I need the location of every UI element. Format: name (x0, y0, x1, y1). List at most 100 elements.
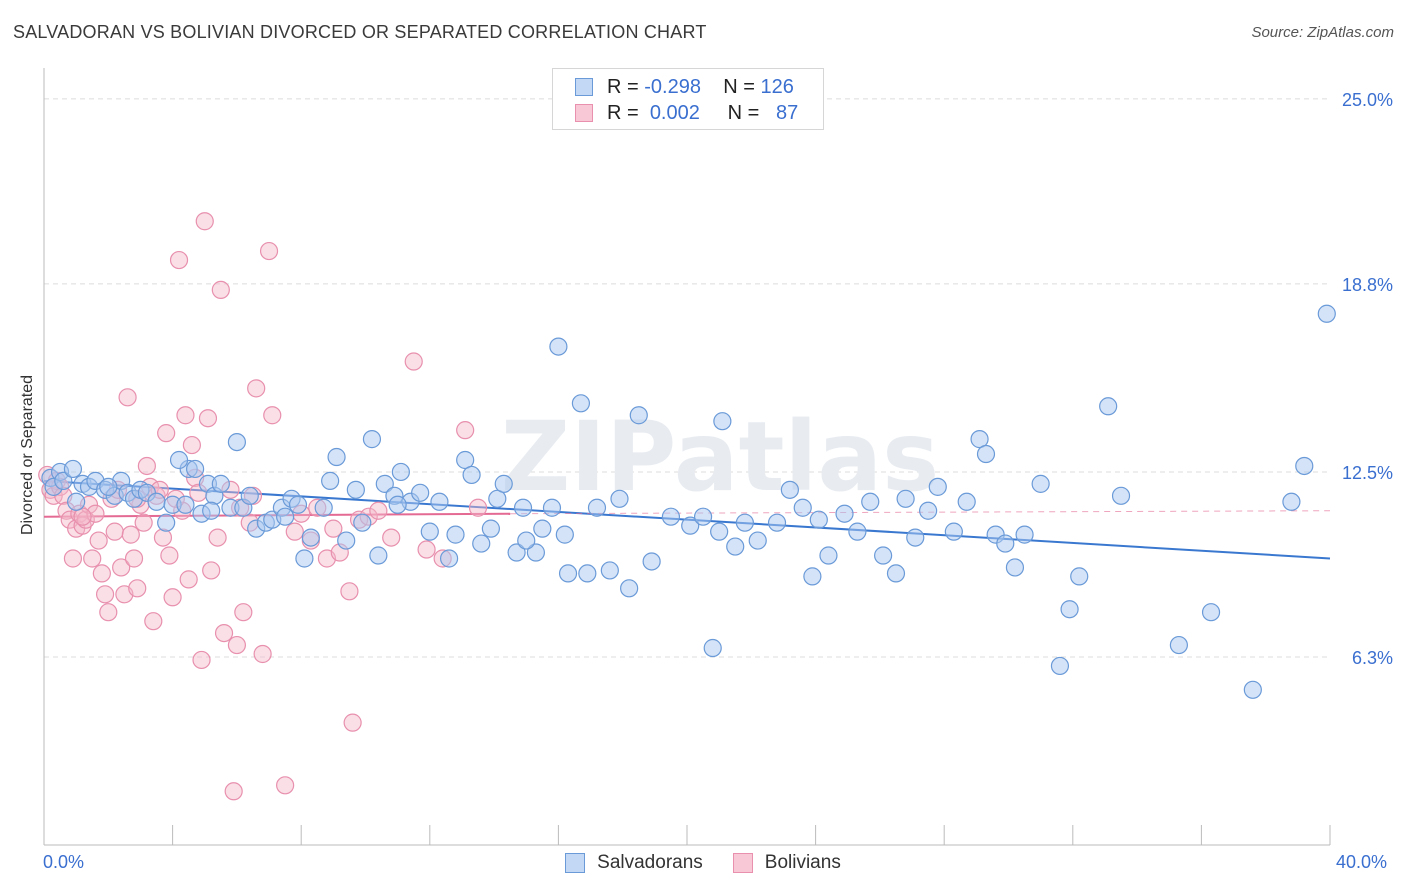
salvadoran-point (1317, 304, 1336, 323)
salvadoran-point (819, 546, 838, 565)
salvadoran-point (610, 489, 629, 508)
salvadoran-point (513, 498, 533, 517)
y-tick-label: 6.3% (1352, 648, 1393, 668)
bolivian-point (160, 546, 179, 565)
salvadoran-point (63, 459, 83, 479)
salvadoran-point (362, 430, 382, 449)
bolivian-point (259, 241, 279, 261)
bolivian-point (285, 522, 304, 541)
salvadoran-point (693, 507, 713, 526)
bolivian-point (176, 406, 195, 425)
salvadoran-point (533, 519, 552, 538)
salvadoran-point (1099, 397, 1118, 416)
chart-title: SALVADORAN VS BOLIVIAN DIVORCED OR SEPAR… (13, 22, 707, 42)
salvadoran-point (462, 465, 481, 485)
salvadoran-point (1015, 525, 1034, 544)
salvadoran-point (1070, 567, 1089, 586)
bolivian-point (234, 603, 253, 622)
legend-r-value: -0.298 (644, 75, 701, 98)
salvadoran-point (919, 501, 938, 520)
salvadoran-point (1243, 680, 1262, 699)
salvadoran-point (1031, 474, 1050, 493)
bolivian-point (198, 409, 218, 428)
legend-row-salvadorans: R = -0.298 N = 126 (575, 75, 794, 99)
salvadoran-point (240, 486, 259, 505)
bolivian-point (157, 424, 176, 443)
salvadoran-point (321, 471, 340, 490)
bolivian-point (83, 549, 102, 568)
salvadoran-point (996, 534, 1015, 553)
legend-row-bolivians: R = 0.002 N = 87 (575, 101, 798, 125)
salvadoran-point (629, 406, 648, 425)
salvadoran-point (430, 492, 449, 511)
salvadoran-point (713, 412, 732, 431)
salvadoran-point (571, 394, 591, 413)
salvadoran-point (276, 507, 295, 526)
salvadoran-point (976, 444, 996, 464)
bolivian-point (179, 570, 198, 589)
salvadoran-point (1201, 603, 1221, 622)
bolivian-point (343, 713, 362, 732)
salvadoran-point (928, 477, 947, 496)
salvadoran-point (507, 543, 526, 562)
salvadoran-point (726, 537, 745, 556)
salvadoran-point (600, 561, 619, 580)
series-legend: Salvadorans Bolivians (0, 852, 1406, 874)
salvadoran-point (288, 495, 308, 514)
bolivian-point (340, 582, 359, 601)
bolivian-point (369, 501, 388, 520)
salvadoran-point (803, 567, 822, 586)
salvadoran-point (848, 522, 867, 541)
salvadoran-point (835, 504, 854, 523)
salvadoran-point (661, 507, 681, 526)
salvadoran-point (202, 501, 221, 520)
salvadoran-point (157, 513, 176, 532)
axes (43, 68, 1331, 846)
bolivian-point (76, 510, 95, 529)
bolivian-point (118, 388, 137, 407)
bolivian-point (124, 549, 144, 568)
salvadoran-point (681, 516, 700, 535)
y-tick-label: 18.8% (1342, 275, 1393, 295)
bolivian-point (163, 588, 182, 607)
salvadoran-point (578, 564, 597, 583)
bolivian-point (89, 531, 108, 550)
bolivian-point (121, 525, 140, 544)
salvadoran-point (549, 337, 568, 356)
bolivian-point (134, 513, 153, 532)
salvadoran-point (1111, 486, 1131, 505)
bolivian-point (247, 379, 266, 398)
salvadoran-point (809, 510, 828, 529)
bolivian-point (95, 585, 115, 604)
source-label: Source: ZipAtlas.com (1251, 24, 1394, 41)
bolivian-point (99, 603, 118, 622)
bolivian-point (227, 635, 246, 655)
salvadoran-point (780, 480, 799, 499)
salvadoran-point (1050, 656, 1070, 676)
salvadoran-point (944, 522, 963, 541)
bolivian-point (208, 528, 227, 547)
salvadoran-point (169, 450, 189, 470)
salvadoran-point (99, 477, 118, 496)
bolivian-point (382, 528, 401, 547)
stats-legend: R = -0.298 N = 126 R = 0.002 N = 87 (552, 68, 824, 130)
bolivian-point (92, 564, 111, 583)
bolivian-point (263, 406, 282, 425)
salvadoran-point (337, 531, 356, 550)
legend-r-value: 0.002 (649, 101, 700, 124)
salvadoran-point (227, 432, 246, 452)
salvadoran-point (54, 471, 73, 490)
salvadoran-point (1295, 456, 1314, 476)
salvadoran-point (176, 495, 195, 514)
legend-swatch-blue (575, 78, 593, 96)
legend-item-salvadorans: Salvadorans (565, 852, 703, 874)
salvadoran-point (906, 528, 925, 547)
salvadoran-point (446, 525, 465, 544)
salvadoran-point (346, 480, 365, 499)
legend-swatch-pink (575, 104, 593, 122)
bolivian-point (63, 549, 83, 568)
salvadoran-point (861, 492, 880, 511)
y-tick-label: 25.0% (1342, 90, 1393, 110)
salvadoran-point (481, 519, 500, 538)
salvadoran-point (472, 534, 491, 553)
